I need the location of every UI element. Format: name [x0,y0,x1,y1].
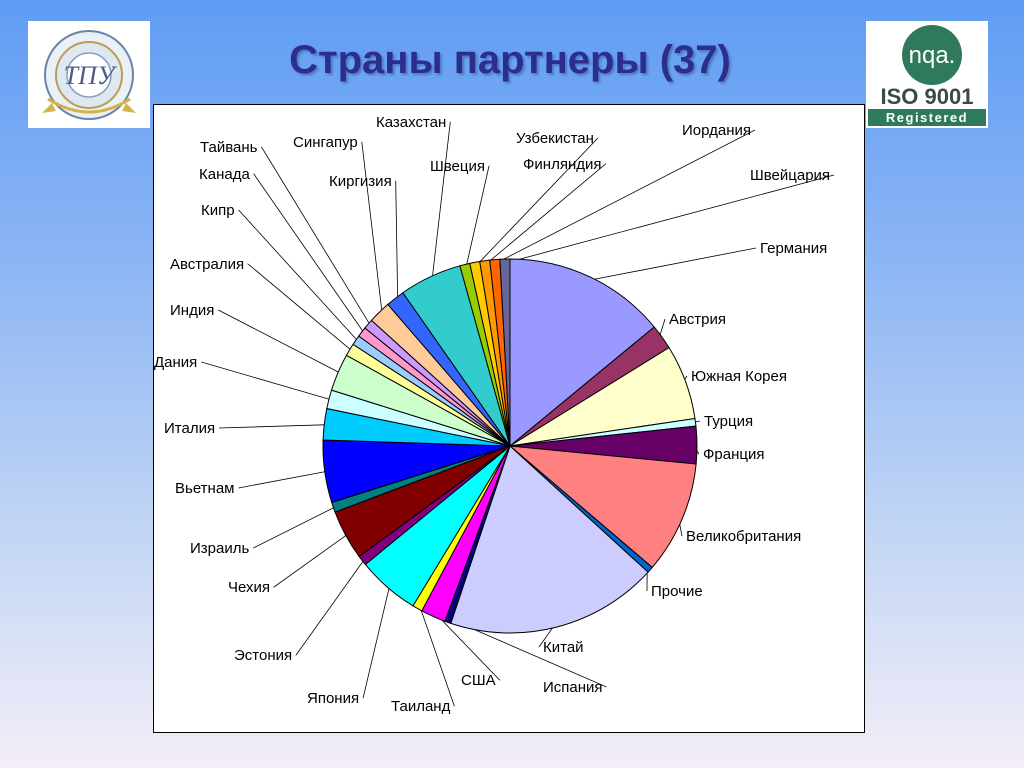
leader-line [238,470,329,489]
slice-label: Финляндия [523,156,601,173]
nqa-iso-logo-icon: nqa. ISO 9001 Registered [866,21,988,128]
pie-chart: Германия Австрия Южная Корея Турция Франция В… [154,114,835,715]
university-seal-icon: ТПУ [42,30,136,120]
pie-slice [508,445,697,569]
slice-label: Таиланд [391,698,451,715]
slice-label: Япония [307,690,359,707]
leader-line [504,174,835,264]
slice-label: Швеция [430,158,485,175]
slice-label: Канада [199,166,250,183]
university-logo: ТПУ [28,21,150,128]
slice-label: Казахстан [376,114,446,131]
slice-label: Турция [704,413,753,430]
svg-text:ТПУ: ТПУ [64,61,118,90]
pie-slice [509,258,655,448]
slice-label: Австрия [669,311,726,328]
slice-label: США [461,672,496,689]
pie-slice [499,258,511,447]
leader-line [253,173,366,335]
slice-label: Южная Корея [691,368,787,385]
leader-line [418,604,455,707]
leader-line [272,532,350,588]
slice-label: Германия [760,240,827,257]
leader-line [218,309,342,375]
leader-line [449,618,607,688]
svg-text:ISO 9001: ISO 9001 [881,84,974,109]
slice-label: Индия [170,302,214,319]
leader-line [475,137,599,267]
leader-line [465,165,490,269]
leader-line [361,141,383,316]
slice-label: Узбекистан [516,130,594,147]
slice-label: Иордания [682,122,751,139]
slice-label: Австралия [170,256,244,273]
slice-label: Тайвань [200,139,258,156]
leader-line [587,247,757,281]
leader-line [219,424,329,429]
chart-frame: Германия Австрия Южная Корея Турция Франция В… [153,104,865,733]
slice-label: Великобритания [686,528,801,545]
svg-text:Registered: Registered [886,110,968,125]
pie-slice [450,445,649,634]
svg-text:nqa.: nqa. [909,42,956,69]
leader-line [261,146,372,327]
leader-line [238,209,360,343]
slice-label: Кипр [201,202,235,219]
leader-line [395,180,399,302]
slice-label: Прочие [651,583,703,600]
slice-label: Швейцария [750,167,830,184]
leader-line [253,505,338,549]
slice-label: Эстония [234,647,292,664]
leader-line [246,263,354,353]
slide-title: Страны партнеры (37) [289,38,731,82]
slice-label: Сингапур [293,134,358,151]
slice-label: Франция [703,446,764,463]
leader-line [434,612,501,681]
leader-line [485,163,607,266]
slice-label: Киргизия [329,173,392,190]
slice-label: Чехия [228,579,270,596]
slice-label: Израиль [190,540,249,557]
slice-label: Италия [164,420,215,437]
slice-label: Вьетнам [175,480,234,497]
leader-line [431,121,451,281]
iso-logo: nqa. ISO 9001 Registered [866,21,988,128]
leader-line [362,584,391,699]
leader-line [494,129,756,264]
leader-line [295,557,366,656]
slice-label: Испания [543,679,603,696]
slice-label: Китай [543,639,584,656]
slice-label: Дания [154,354,197,371]
leader-line [201,361,333,401]
